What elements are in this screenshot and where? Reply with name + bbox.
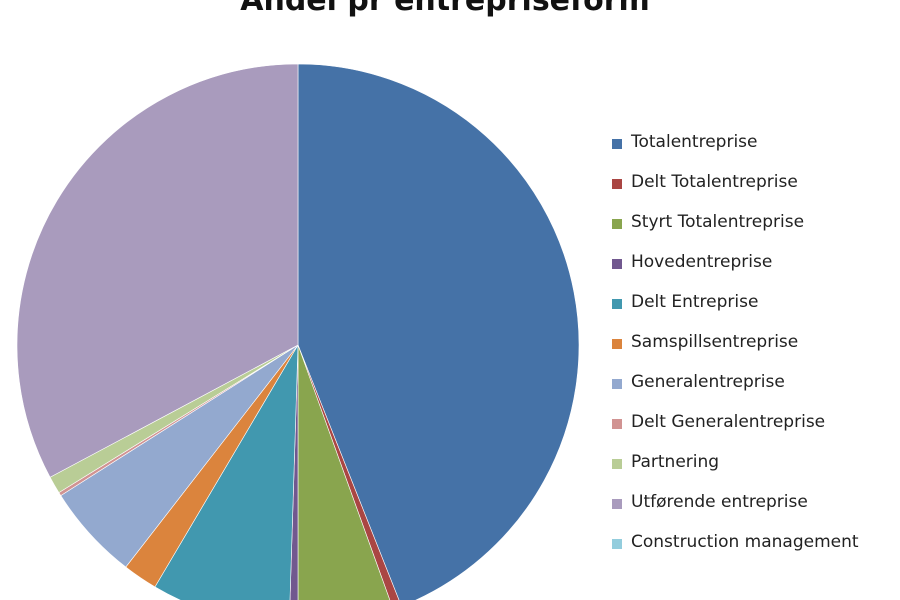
legend-label: Partnering	[631, 452, 720, 472]
legend-item: Totalentreprise	[612, 132, 859, 172]
legend-item: Hovedentreprise	[612, 252, 859, 292]
legend-item: Styrt Totalentreprise	[612, 212, 859, 252]
legend-label: Construction management	[631, 532, 859, 552]
legend-item: Delt Entreprise	[612, 292, 859, 332]
legend-item: Construction management	[612, 532, 859, 572]
pie-slice-1	[297, 344, 400, 600]
legend-label: Hovedentreprise	[631, 252, 773, 272]
pie-slice-9	[16, 63, 299, 478]
pie-slice-2	[297, 344, 391, 600]
chart-title: Andel pr entrepriseform	[240, 0, 650, 18]
legend-label: Totalentreprise	[631, 132, 758, 152]
legend-swatch	[612, 139, 622, 149]
legend-label: Delt Entreprise	[631, 292, 759, 312]
legend-label: Generalentreprise	[631, 372, 785, 392]
legend-swatch	[612, 339, 622, 349]
legend-swatch	[612, 379, 622, 389]
pie-chart	[16, 63, 580, 600]
legend-swatch	[612, 179, 622, 189]
legend-item: Delt Totalentreprise	[612, 172, 859, 212]
legend-item: Generalentreprise	[612, 372, 859, 412]
legend-swatch	[612, 499, 622, 509]
legend-label: Styrt Totalentreprise	[631, 212, 805, 232]
legend-swatch	[612, 259, 622, 269]
legend: Totalentreprise Delt Totalentreprise Styrt…	[612, 132, 859, 572]
legend-label: Utførende entreprise	[631, 492, 808, 512]
pie-slice-0	[297, 63, 580, 600]
legend-item: Partnering	[612, 452, 859, 492]
legend-swatch	[612, 219, 622, 229]
legend-label: Samspillsentreprise	[631, 332, 799, 352]
legend-item: Utførende entreprise	[612, 492, 859, 532]
legend-item: Delt Generalentreprise	[612, 412, 859, 452]
legend-swatch	[612, 299, 622, 309]
pie-slice-4	[154, 344, 299, 600]
legend-swatch	[612, 539, 622, 549]
legend-swatch	[612, 419, 622, 429]
legend-item: Samspillsentreprise	[612, 332, 859, 372]
legend-label: Delt Generalentreprise	[631, 412, 826, 432]
legend-label: Delt Totalentreprise	[631, 172, 798, 192]
legend-swatch	[612, 459, 622, 469]
